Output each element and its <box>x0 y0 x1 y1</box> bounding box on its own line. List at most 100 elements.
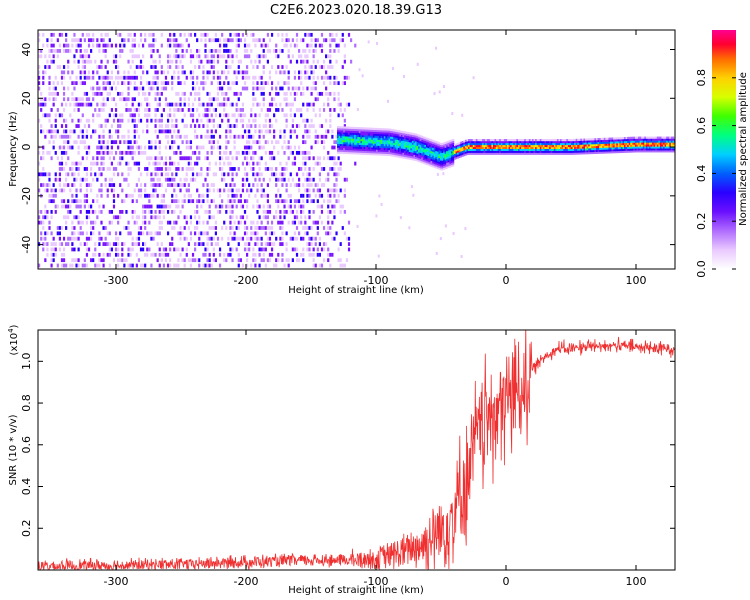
spectrogram-cell <box>539 142 542 146</box>
spectrogram-cell <box>77 236 80 241</box>
spectrogram-cell <box>363 129 366 132</box>
spectrogram-cell <box>293 75 297 80</box>
spectrogram-cell <box>258 134 261 139</box>
spectrogram-cell <box>310 91 313 96</box>
spectrogram-cell <box>79 188 82 193</box>
spectrogram-cell <box>483 139 486 142</box>
spectrogram-cell <box>191 54 195 59</box>
spectrogram-cell <box>158 145 161 150</box>
spectrogram-cell <box>169 258 172 263</box>
spectrogram-cell <box>446 145 448 148</box>
spectrogram-cell <box>306 183 309 187</box>
spectrogram-cell <box>541 146 544 150</box>
spectrogram-cell <box>86 269 88 273</box>
spectrogram-cell <box>117 242 120 246</box>
spectrogram-cell <box>44 134 47 139</box>
spectrogram-cell <box>246 86 249 91</box>
spectrogram-cell <box>210 49 213 53</box>
spectrogram-cell <box>337 139 339 142</box>
spectrogram-cell <box>160 226 163 230</box>
spectrogram-cell <box>594 138 597 141</box>
spectrogram-cell <box>246 247 249 252</box>
spectrogram-cell <box>281 231 284 236</box>
spectrogram-cell <box>436 166 439 170</box>
spectrogram-cell <box>100 145 103 150</box>
spectrogram-cell <box>561 152 564 155</box>
spectrogram-cell <box>129 167 132 171</box>
spectrogram-cell <box>351 152 353 155</box>
spectrogram-cell <box>399 142 402 145</box>
spectrogram-cell <box>246 124 249 128</box>
spectrogram-cell <box>310 43 313 48</box>
spectrogram-cell <box>435 46 438 50</box>
spectrogram-cell <box>144 167 147 171</box>
spectrogram-cell <box>123 38 126 43</box>
spectrogram-cell <box>127 220 130 225</box>
spectrogram-cell <box>335 231 338 236</box>
spectrogram-cell <box>246 43 249 48</box>
spectrogram-cell <box>424 140 427 144</box>
spectrogram-cell <box>173 263 176 268</box>
spectrogram-cell <box>422 142 425 145</box>
spectrogram-cell <box>597 143 600 147</box>
spectrogram-cell <box>354 136 356 139</box>
spectrogram-cell <box>588 150 590 153</box>
spectrogram-cell <box>390 152 392 155</box>
spectrogram-cell <box>302 172 305 177</box>
spectrogram-cell <box>243 75 247 80</box>
spectrogram-cell <box>71 70 74 75</box>
spectrogram-cell <box>367 40 370 44</box>
spectrogram-cell <box>449 153 452 156</box>
spectrogram-cell <box>52 247 55 252</box>
spectrogram-cell <box>183 263 186 268</box>
spectrogram-cell <box>369 137 372 140</box>
spectrogram-cell <box>443 152 445 155</box>
spectrogram-cell <box>152 81 155 86</box>
spectrogram-cell <box>98 252 101 257</box>
spectrogram-cell <box>243 150 247 155</box>
spectrogram-cell <box>142 204 145 209</box>
spectrogram-cell <box>344 138 347 141</box>
spectrogram-cell <box>121 49 124 53</box>
spectrogram-cell <box>150 65 153 69</box>
spectrogram-cell <box>566 139 569 142</box>
spectrogram-cell <box>62 188 66 193</box>
spectrogram-cell <box>418 134 420 137</box>
spectrogram-cell <box>314 43 317 48</box>
spectrogram-cell <box>191 86 195 91</box>
spectrogram-cell <box>239 193 242 198</box>
spectrogram-cell <box>81 156 84 161</box>
spectrogram-cell <box>65 150 68 155</box>
spectrogram-cell <box>42 32 45 37</box>
spectrogram-cell <box>447 158 450 161</box>
spectrogram-cell <box>152 86 155 91</box>
spectrogram-cell <box>377 151 380 154</box>
spectrogram-cell <box>314 38 317 43</box>
spectrogram-cell <box>260 236 263 241</box>
spectrogram-cell <box>624 148 626 151</box>
spectrogram-cell <box>40 172 43 177</box>
spectrogram-cell <box>264 81 267 86</box>
spectrogram-cell <box>306 247 309 252</box>
spectrogram-cell <box>175 199 178 204</box>
spectrogram-cell <box>494 148 497 151</box>
spectrogram-cell <box>421 147 424 150</box>
spectrogram-cell <box>429 154 431 157</box>
spectrogram-cell <box>538 146 541 150</box>
spectrogram-cell <box>100 193 103 198</box>
spectrogram-cell <box>571 146 573 150</box>
spectrogram-cell <box>394 137 397 140</box>
spectrogram-cell <box>358 144 361 147</box>
spectrogram-cell <box>254 252 257 257</box>
spectrogram-cell <box>438 163 441 166</box>
spectrogram-cell <box>438 157 441 160</box>
spectrogram-cell <box>275 209 278 214</box>
spectrogram-cell <box>73 54 76 59</box>
spectrogram-cell <box>306 129 309 134</box>
spectrogram-cell <box>121 75 124 80</box>
spectrogram-cell <box>340 143 342 146</box>
spectrogram-cell <box>477 148 480 151</box>
spectrogram-cell <box>131 209 134 214</box>
spectrogram-cell <box>500 142 503 146</box>
spectrogram-cell <box>630 148 633 151</box>
